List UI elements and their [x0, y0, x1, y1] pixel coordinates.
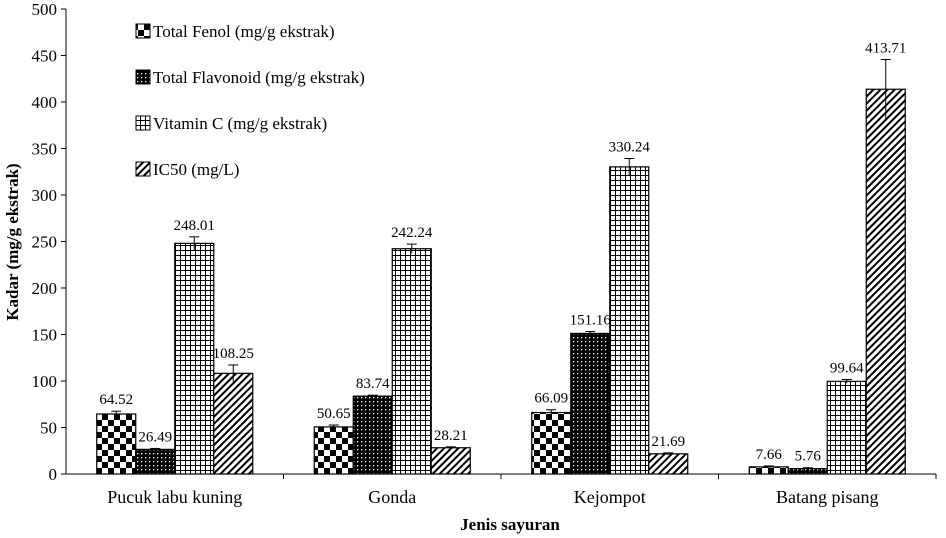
bar [430, 447, 471, 475]
data-label: 7.66 [756, 447, 783, 463]
y-tick-label: 500 [32, 0, 58, 19]
y-tick-label: 300 [32, 186, 58, 205]
data-label: 151.16 [570, 313, 612, 329]
data-label: 50.65 [317, 406, 351, 422]
data-label: 108.25 [213, 346, 254, 362]
x-axis-title: Jenis sayuran [460, 515, 560, 534]
x-tick-label: Pucuk labu kuning [107, 487, 242, 507]
y-ticks: 0 50 100 150 200 250 300 350 400 450 500 [32, 0, 66, 484]
bar [135, 448, 176, 475]
legend: Total Fenol (mg/g ekstrak) Total Flavonoi… [135, 22, 365, 179]
bar [96, 413, 137, 475]
y-tick-label: 450 [32, 47, 58, 66]
x-tick-label: Gonda [368, 487, 416, 507]
legend-swatch [135, 69, 151, 85]
bar [352, 395, 393, 475]
y-tick-label: 50 [40, 419, 57, 438]
data-label: 83.74 [356, 376, 390, 392]
bars [96, 88, 906, 475]
legend-label: IC50 (mg/L) [153, 160, 239, 179]
data-label: 248.01 [174, 218, 215, 234]
data-label: 21.69 [651, 434, 685, 450]
y-axis-title: Kadar (mg/g ekstrak) [3, 163, 22, 320]
bar [174, 242, 215, 475]
bar [748, 466, 789, 475]
legend-label: Total Flavonoid (mg/g ekstrak) [153, 68, 365, 87]
bar [648, 453, 689, 475]
data-label: 99.64 [830, 360, 864, 376]
data-label: 330.24 [609, 140, 651, 156]
legend-swatch [135, 23, 151, 39]
bar [531, 411, 572, 475]
data-label: 66.09 [534, 391, 568, 407]
x-tick-label: Batang pisang [776, 487, 878, 507]
y-tick-label: 400 [32, 93, 58, 112]
data-label: 242.24 [391, 225, 433, 241]
data-label: 28.21 [434, 428, 468, 444]
bar [609, 166, 650, 475]
y-tick-label: 100 [32, 372, 58, 391]
error-bars [111, 58, 891, 470]
bar [865, 88, 906, 475]
bar [313, 426, 354, 475]
y-tick-label: 0 [49, 465, 58, 484]
y-tick-label: 200 [32, 279, 58, 298]
y-tick-label: 350 [32, 140, 58, 159]
bar [826, 380, 867, 475]
data-label: 64.52 [99, 392, 133, 408]
legend-swatch [135, 161, 151, 177]
data-label: 26.49 [138, 429, 172, 445]
data-labels: 64.52 26.49 248.01 108.25 50.65 83.74 242.24 28… [99, 40, 906, 464]
bar [391, 248, 432, 475]
x-tick-labels: Pucuk labu kuning Gonda Kejompot Batang pis… [107, 474, 937, 507]
y-tick-label: 250 [32, 233, 58, 252]
bar [213, 372, 254, 475]
legend-swatch [135, 115, 151, 131]
bar [570, 332, 611, 475]
y-tick-label: 150 [32, 326, 58, 345]
data-label: 5.76 [795, 449, 822, 465]
x-tick-label: Kejompot [574, 487, 646, 507]
legend-label: Vitamin C (mg/g ekstrak) [153, 114, 327, 133]
legend-label: Total Fenol (mg/g ekstrak) [153, 22, 335, 41]
data-label: 413.71 [865, 40, 906, 56]
